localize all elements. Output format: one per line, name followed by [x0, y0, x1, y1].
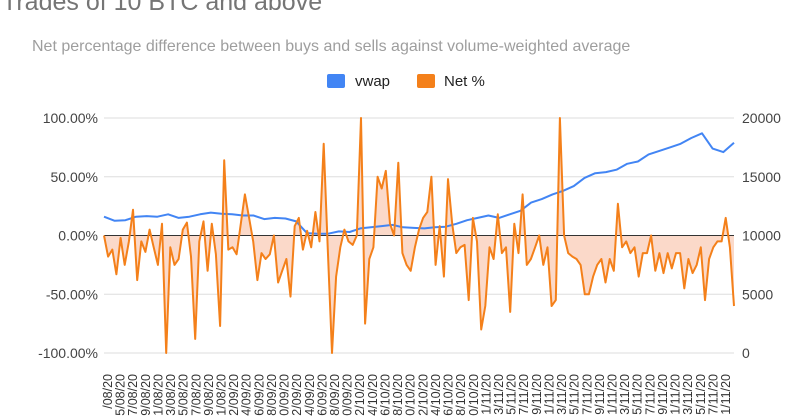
net-series: [103, 117, 735, 354]
legend-label-net: Net %: [444, 73, 485, 90]
x-tick-label: 0/09/20: [278, 374, 292, 416]
y-right-tick-label: 20000: [742, 110, 781, 126]
x-tick-label: 7/11/20: [643, 374, 657, 415]
x-tick-label: 8/10/20: [454, 374, 468, 416]
x-tick-label: 9/08/20: [139, 374, 153, 416]
x-tick-label: 2/10/20: [353, 374, 367, 416]
y-axis-left: 100.00% 50.00% 0.00% -50.00% -100.00%: [38, 110, 98, 361]
x-tick-label: 9/11/20: [593, 374, 607, 415]
legend-swatch-vwap: [327, 74, 345, 88]
x-tick-label: 5/08/20: [177, 374, 191, 416]
grid: [104, 117, 734, 354]
y-axis-right: 20000 15000 10000 5000 0: [742, 110, 781, 361]
x-tick-label: 1/08/20: [215, 374, 229, 416]
x-tick-label: 2/10/20: [416, 374, 430, 416]
y-left-tick-label: 100.00%: [43, 110, 98, 126]
vwap-line: [103, 132, 735, 235]
x-tick-label: 9/08/20: [202, 374, 216, 416]
y-left-tick-label: 50.00%: [51, 169, 98, 185]
x-tick-label: 4/10/20: [429, 374, 443, 416]
x-tick-label: 3/11/20: [492, 374, 506, 415]
x-tick-label: 0/09/20: [341, 374, 355, 416]
y-left-tick-label: -100.00%: [38, 345, 98, 361]
x-tick-label: 2/09/20: [290, 374, 304, 416]
x-tick-label: 0/10/20: [467, 374, 481, 416]
net-line: [103, 117, 735, 354]
x-tick-label: 1/11/20: [719, 374, 733, 415]
x-tick-label: 9/11/20: [656, 374, 670, 415]
x-tick-label: 3/08/20: [164, 374, 178, 416]
y-right-tick-label: 0: [742, 345, 750, 361]
x-tick-label: 5/11/20: [505, 374, 519, 415]
x-tick-label: 7/11/20: [517, 374, 531, 415]
x-tick-label: /08/20: [101, 374, 115, 409]
x-tick-label: 3/11/20: [555, 374, 569, 415]
x-tick-label: 3/11/20: [618, 374, 632, 415]
y-right-tick-label: 10000: [742, 228, 781, 244]
chart-title: Trades of 10 BTC and above: [2, 0, 323, 16]
x-tick-label: 7/11/20: [706, 374, 720, 415]
x-tick-label: 8/09/20: [265, 374, 279, 416]
legend: vwap Net %: [327, 73, 485, 90]
x-tick-label: 6/09/20: [315, 374, 329, 416]
vwap-series: [103, 132, 735, 235]
x-tick-label: 1/11/20: [606, 374, 620, 415]
x-axis: /08/205/08/207/08/209/08/201/08/203/08/2…: [101, 374, 733, 416]
x-tick-label: 5/11/20: [694, 374, 708, 415]
y-left-tick-label: -50.00%: [46, 286, 98, 302]
x-tick-label: 6/10/20: [442, 374, 456, 416]
x-tick-label: 1/11/20: [669, 374, 683, 415]
x-tick-label: 2/09/20: [227, 374, 241, 416]
x-tick-label: 3/11/20: [681, 374, 695, 415]
x-tick-label: 1/11/20: [542, 374, 556, 415]
x-tick-label: 5/08/20: [114, 374, 128, 416]
x-tick-label: 9/11/20: [530, 374, 544, 415]
chart-subtitle: Net percentage difference between buys a…: [32, 38, 631, 55]
x-tick-label: 7/11/20: [580, 374, 594, 415]
x-tick-label: 8/10/20: [391, 374, 405, 416]
x-tick-label: 6/10/20: [379, 374, 393, 416]
x-tick-label: 7/08/20: [126, 374, 140, 416]
legend-swatch-net: [417, 74, 435, 88]
x-tick-label: 5/11/20: [631, 374, 645, 415]
y-right-tick-label: 15000: [742, 169, 781, 185]
x-tick-label: 4/10/20: [366, 374, 380, 416]
x-tick-label: 5/11/20: [568, 374, 582, 415]
legend-label-vwap: vwap: [355, 73, 390, 90]
x-tick-label: 4/09/20: [240, 374, 254, 416]
x-tick-label: 8/09/20: [328, 374, 342, 416]
y-right-tick-label: 5000: [742, 286, 773, 302]
y-left-tick-label: 0.00%: [58, 228, 98, 244]
x-tick-label: 6/09/20: [252, 374, 266, 416]
x-tick-label: 1/11/20: [479, 374, 493, 415]
x-tick-label: 4/09/20: [303, 374, 317, 416]
x-tick-label: 7/08/20: [189, 374, 203, 416]
x-tick-label: 0/10/20: [404, 374, 418, 416]
x-tick-label: 1/08/20: [151, 374, 165, 416]
